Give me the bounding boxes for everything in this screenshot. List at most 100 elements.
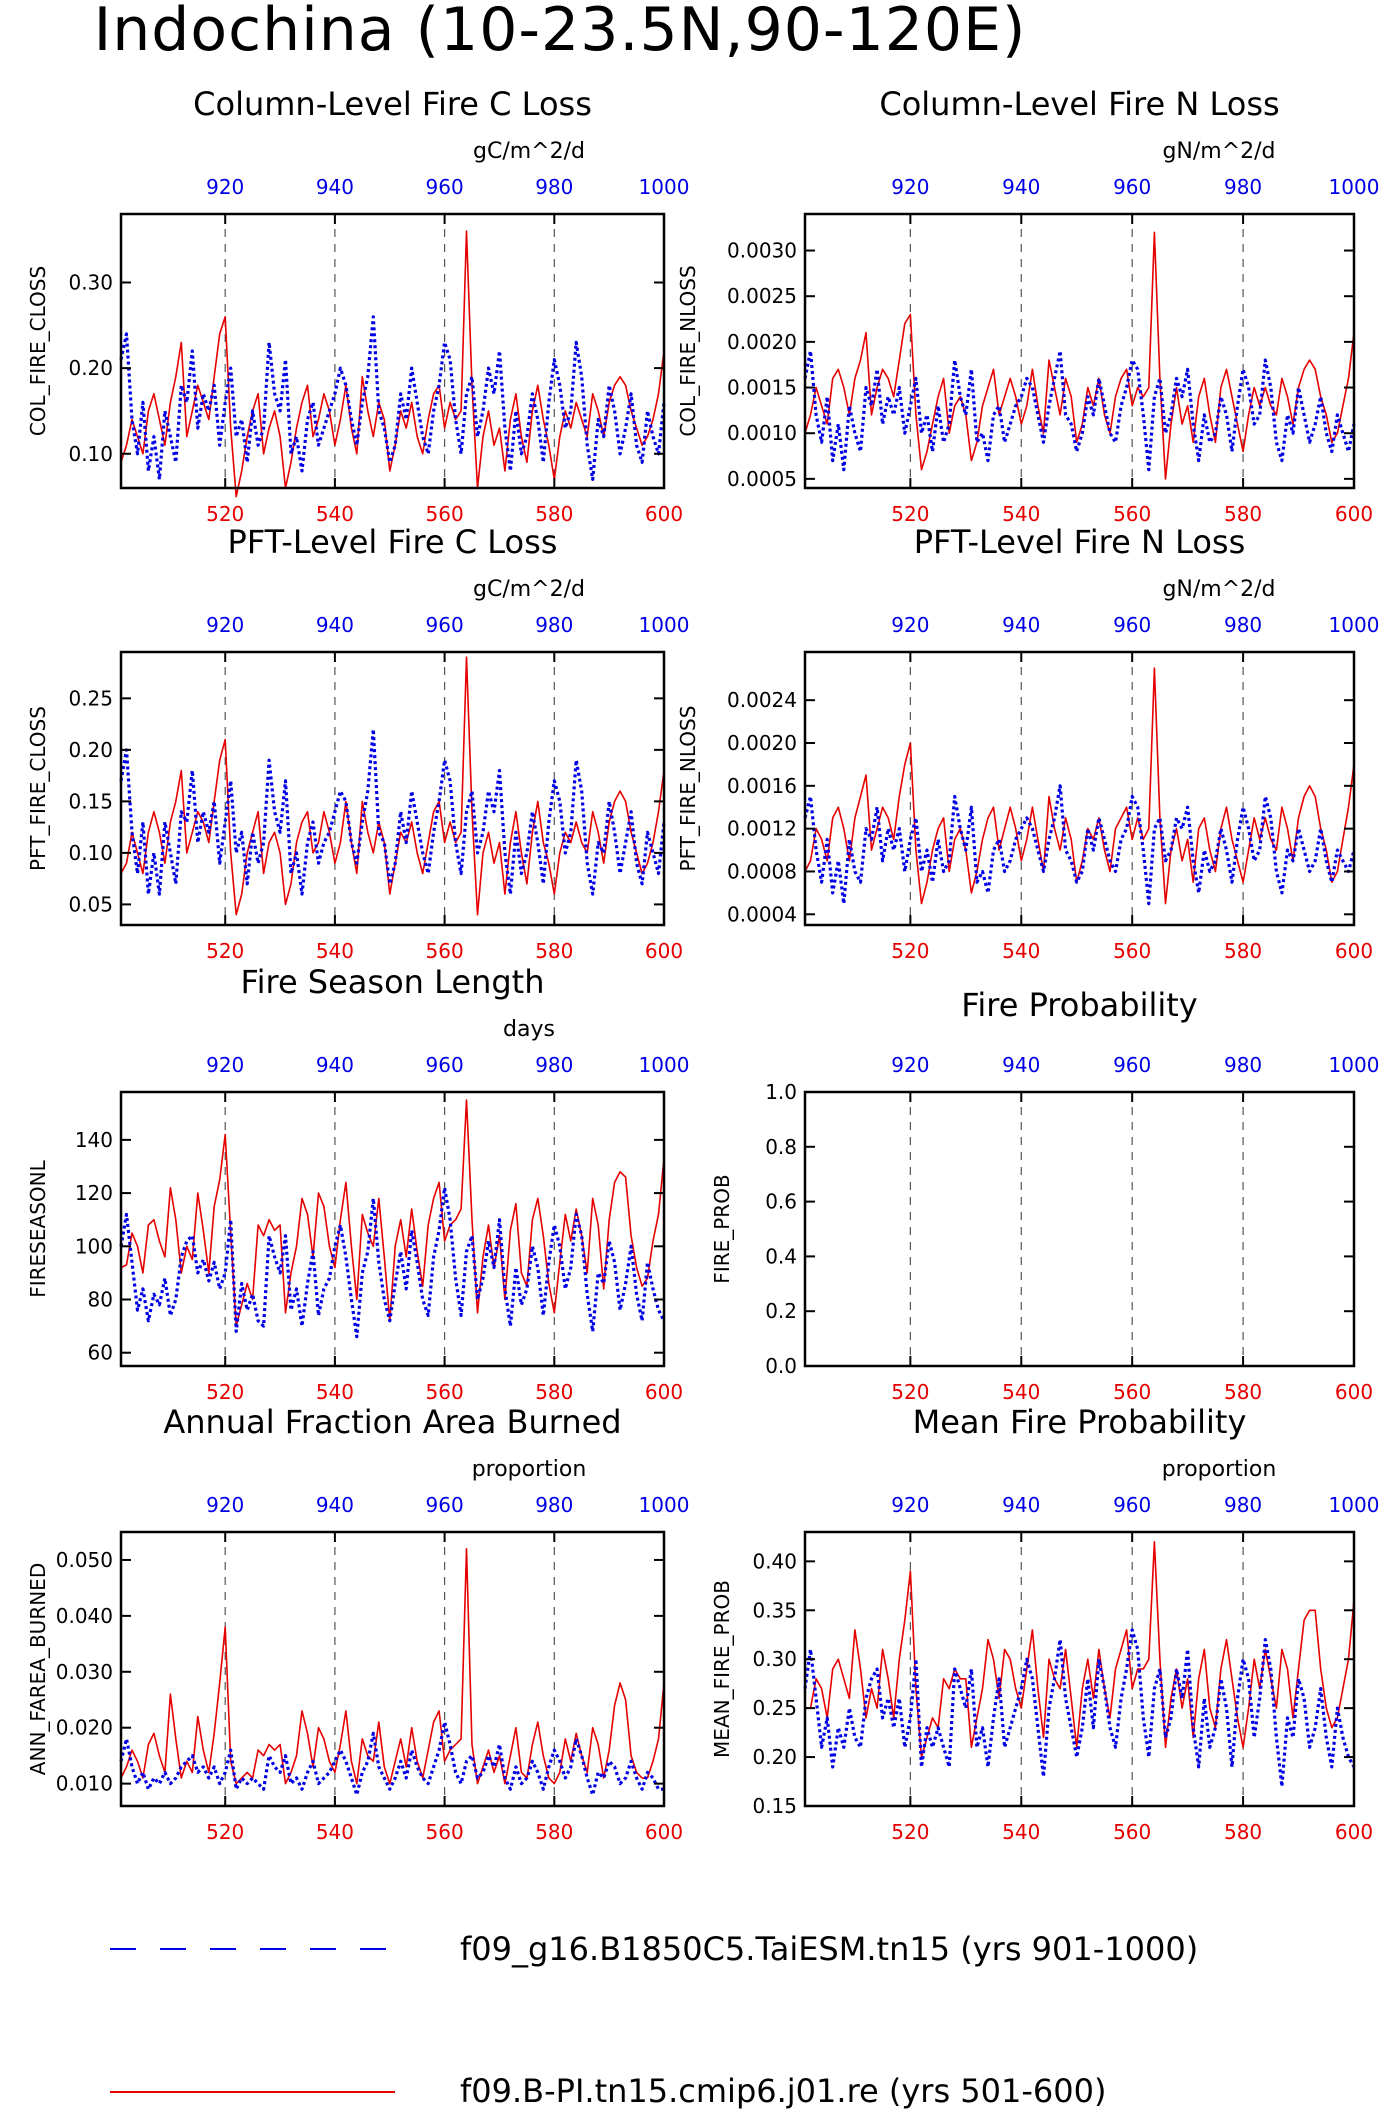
y-tick-label: 60 [88,1341,113,1365]
y-tick-label: 0.20 [68,356,113,380]
x-tick-label-top: 1000 [1329,613,1380,637]
y-tick-label: 100 [75,1234,113,1258]
x-tick-label-bottom: 560 [426,1820,464,1844]
y-tick-label: 120 [75,1181,113,1205]
y-tick-label: 0.4 [765,1244,797,1268]
y-tick-label: 0.25 [68,686,113,710]
x-tick-label-top: 1000 [639,1053,690,1077]
chart-panel-1: Column-Level Fire N Loss gN/m^2/d 0.0005 0.… [676,85,1379,526]
y-tick-label: 0.0024 [727,688,797,712]
y-tick-label: 0.35 [752,1598,797,1622]
x-tick-label-top: 960 [1113,613,1151,637]
panel-title: Fire Season Length [241,963,545,1001]
y-tick-label: 0.20 [752,1745,797,1769]
chart-panel-0: Column-Level Fire C Loss gC/m^2/d 0.10 0.20… [26,85,689,526]
y-tick-label: 0.030 [56,1660,113,1684]
series-line-blue [803,784,1356,906]
y-tick-label: 0.0030 [727,239,797,263]
x-tick-label-bottom: 540 [316,1820,354,1844]
x-tick-label-bottom: 540 [1002,939,1040,963]
y-tick-label: 0.0020 [727,330,797,354]
x-tick-label-top: 940 [316,1053,354,1077]
y-axis-label: MEAN_FIRE_PROB [710,1580,734,1758]
x-tick-label-top: 940 [1002,1493,1040,1517]
x-tick-label-bottom: 580 [535,502,573,526]
x-tick-label-top: 1000 [1329,1493,1380,1517]
panel-units: gC/m^2/d [473,139,585,164]
y-tick-label: 0.20 [68,738,113,762]
y-tick-label: 0.0016 [727,774,797,798]
x-tick-label-top: 960 [426,175,464,199]
y-tick-label: 0.0 [765,1354,797,1378]
series-line-red [120,1099,665,1327]
x-tick-label-bottom: 600 [1335,502,1373,526]
x-tick-label-top: 940 [1002,1053,1040,1077]
plot-frame [803,1090,1356,1368]
x-tick-label-bottom: 580 [1224,939,1262,963]
x-tick-label-bottom: 560 [1113,1380,1151,1404]
x-tick-label-top: 980 [535,613,573,637]
y-tick-label: 0.0008 [727,859,797,883]
x-tick-label-bottom: 520 [206,1820,244,1844]
panel-units: gN/m^2/d [1162,577,1275,602]
y-axis-label: PFT_FIRE_CLOSS [26,706,50,871]
y-tick-label: 0.020 [56,1716,113,1740]
series-line-blue [119,1720,664,1797]
x-tick-label-top: 960 [1113,175,1151,199]
x-tick-label-bottom: 600 [645,502,683,526]
y-tick-label: 0.0010 [727,421,797,445]
plot-frame [803,212,1356,490]
x-tick-label-bottom: 540 [1002,1820,1040,1844]
plot-frame [803,650,1356,927]
legend: f09_g16.B1850C5.TaiESM.tn15 (yrs 901-100… [110,1930,1198,2110]
series-line-red [804,667,1355,905]
x-tick-label-bottom: 560 [426,1380,464,1404]
series-line-red [120,230,665,498]
y-tick-label: 0.0012 [727,817,797,841]
panel-units: proportion [1162,1457,1277,1482]
x-tick-label-bottom: 540 [316,939,354,963]
x-tick-label-top: 920 [891,1053,929,1077]
y-tick-label: 0.0020 [727,731,797,755]
y-tick-label: 80 [88,1287,113,1311]
x-tick-label-top: 1000 [1329,175,1380,199]
y-tick-label: 0.010 [56,1772,113,1796]
series-line-blue [119,1186,666,1339]
x-tick-label-bottom: 560 [1113,939,1151,963]
x-tick-label-bottom: 520 [891,1380,929,1404]
x-tick-label-bottom: 560 [426,502,464,526]
panel-title: Mean Fire Probability [913,1403,1247,1441]
panel-title: Column-Level Fire N Loss [879,85,1279,123]
y-axis-label: FIRE_PROB [710,1174,734,1283]
x-tick-label-bottom: 520 [206,939,244,963]
x-tick-label-bottom: 580 [535,1380,573,1404]
x-tick-label-bottom: 560 [426,939,464,963]
plot-frame [119,1090,666,1368]
y-tick-label: 0.8 [765,1135,797,1159]
y-tick-label: 0.30 [68,271,113,295]
y-axis-label: ANN_FAREA_BURNED [26,1563,50,1775]
y-tick-label: 0.30 [752,1647,797,1671]
y-tick-label: 0.10 [68,442,113,466]
chart-panel-7: Mean Fire Probability proportion 0.15 0.20 0… [710,1403,1379,1844]
x-tick-label-top: 960 [1113,1493,1151,1517]
y-tick-label: 140 [75,1128,113,1152]
x-tick-label-top: 920 [206,1493,244,1517]
x-tick-label-top: 940 [1002,613,1040,637]
y-tick-label: 0.15 [68,789,113,813]
x-tick-label-bottom: 520 [206,502,244,526]
x-tick-label-top: 920 [206,1053,244,1077]
legend-label-blue: f09_g16.B1850C5.TaiESM.tn15 (yrs 901-100… [460,1930,1198,1968]
chart-panel-5: Fire Probability 0.0 0.2 0.4 0.6 0.8 1.0 FIRE_P… [710,986,1379,1404]
x-tick-label-bottom: 520 [891,1820,929,1844]
plot-frame [119,1530,666,1808]
x-tick-label-top: 980 [535,1053,573,1077]
y-tick-label: 0.0004 [727,902,797,926]
panel-units: days [503,1017,555,1042]
x-tick-label-top: 920 [206,613,244,637]
y-tick-label: 0.0005 [727,467,797,491]
x-tick-label-top: 940 [316,1493,354,1517]
series-line-red [805,1541,1355,1758]
x-tick-label-bottom: 600 [645,1380,683,1404]
panel-units: gN/m^2/d [1162,139,1275,164]
